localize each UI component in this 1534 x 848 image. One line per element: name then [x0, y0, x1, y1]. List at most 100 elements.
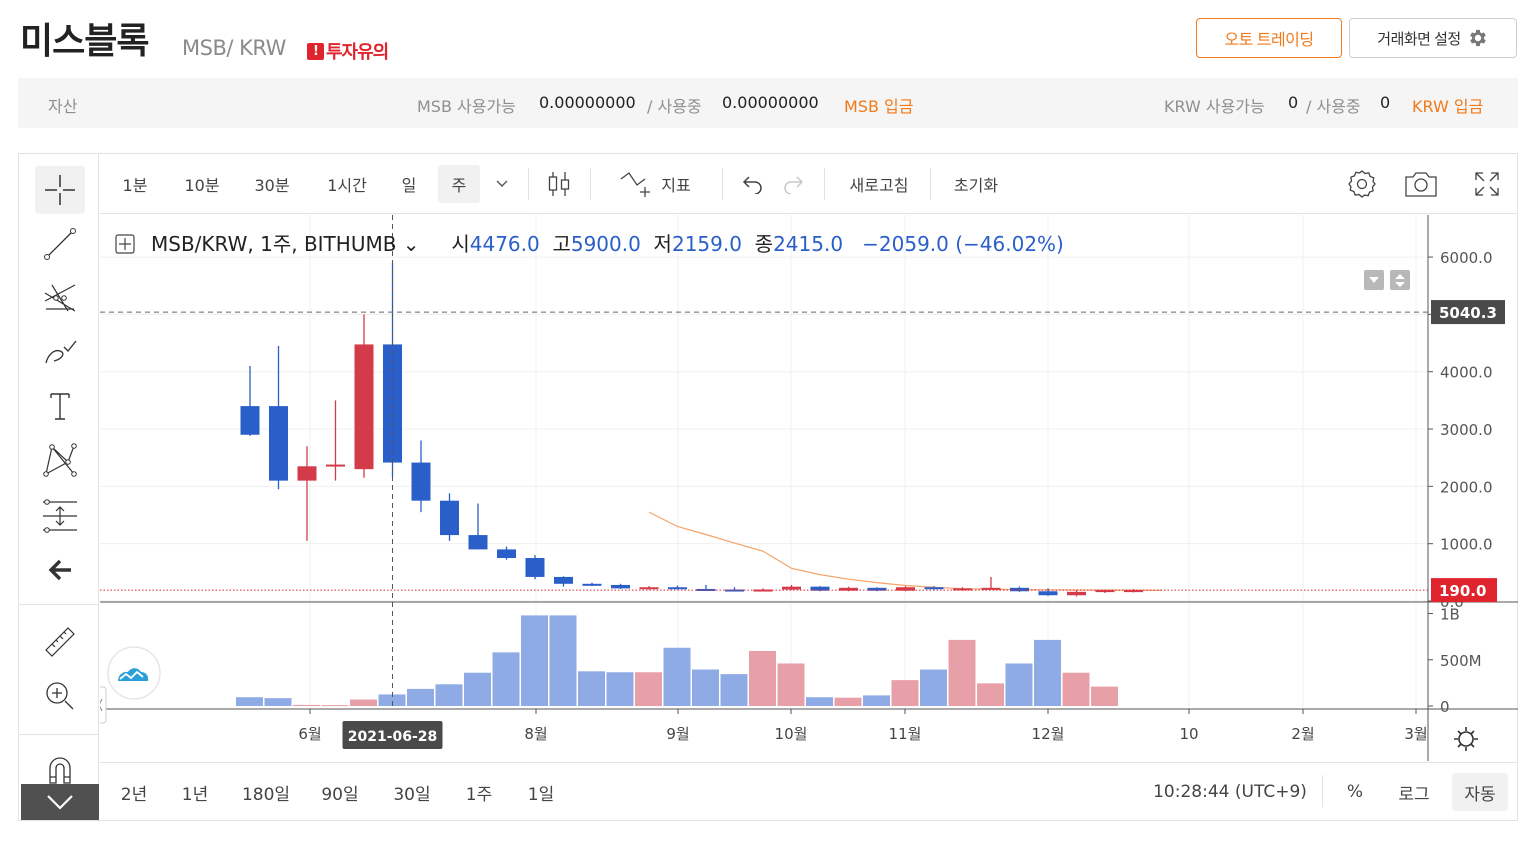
candle-body	[1067, 591, 1086, 596]
reset-button[interactable]: 초기화	[953, 176, 999, 195]
log-scale-button[interactable]: 로그	[1398, 784, 1430, 805]
brush-icon	[45, 340, 77, 364]
volume-bar	[578, 671, 605, 706]
volume-bar	[293, 704, 320, 706]
candle-body	[1095, 590, 1115, 593]
volume-bar	[236, 697, 263, 706]
trend-line-tool[interactable]	[35, 220, 85, 268]
volume-bar	[635, 672, 662, 706]
refresh-button[interactable]: 새로고침	[849, 176, 909, 195]
ruler-icon	[45, 627, 75, 657]
zoom-in-tool[interactable]	[35, 672, 85, 720]
candle-body	[981, 587, 1001, 590]
toolbar-divider	[930, 168, 931, 200]
gear-icon	[1469, 29, 1486, 47]
range-30d[interactable]: 30일	[393, 784, 431, 805]
text-tool[interactable]	[35, 382, 85, 430]
candle-body	[1010, 587, 1029, 592]
candlestick-icon	[548, 172, 570, 196]
volume-bar	[1005, 663, 1033, 706]
interval-30m[interactable]: 30분	[254, 176, 290, 195]
volume-bar	[435, 684, 463, 706]
ruler-tool[interactable]	[35, 618, 85, 666]
redo-button[interactable]	[774, 165, 814, 203]
range-1w[interactable]: 1주	[465, 784, 493, 805]
candle-body	[924, 587, 944, 590]
price-tick-label: 3000.0	[1440, 421, 1493, 439]
volume-bar	[720, 674, 748, 706]
candle-body	[611, 584, 630, 589]
interval-1h[interactable]: 1시간	[327, 176, 367, 195]
time-tick-label: 8월	[524, 725, 547, 743]
text-icon	[50, 393, 70, 420]
chart-type-button[interactable]	[538, 165, 580, 203]
candle-body	[867, 587, 887, 591]
time-tick-label: 6월	[298, 725, 321, 743]
legend-part: 5900.0	[571, 232, 641, 256]
range-180d[interactable]: 180일	[241, 784, 291, 805]
legend-part: −2059.0 (−46.02%)	[843, 232, 1064, 256]
interval-10m[interactable]: 10분	[184, 176, 220, 195]
indicator-label: 지표	[661, 176, 691, 195]
fullscreen-button[interactable]	[1464, 165, 1510, 203]
brush-tool[interactable]	[35, 328, 85, 376]
candle-body	[896, 587, 915, 591]
trend-line-icon	[44, 228, 76, 260]
interval-day[interactable]: 일	[401, 176, 417, 195]
interval-week[interactable]: 주	[438, 165, 480, 203]
range-90d[interactable]: 90일	[321, 784, 359, 805]
chart-bottom-toolbar: 2년 1년 180일 90일 30일 1주 1일 10:28:44 (UTC+9…	[100, 762, 1518, 821]
range-2y[interactable]: 2년	[120, 784, 148, 805]
krw-deposit-link[interactable]: KRW 입금	[1412, 97, 1484, 116]
time-tick-label: 11월	[889, 725, 922, 743]
volume-bar	[464, 672, 491, 706]
time-tick-label: 12월	[1032, 725, 1065, 743]
interval-1m[interactable]: 1분	[122, 176, 148, 195]
arrow-left-icon	[48, 559, 71, 581]
chart-clock: 10:28:44 (UTC+9)	[1153, 782, 1307, 802]
time-tick-label: 2월	[1291, 725, 1314, 743]
pattern-tool[interactable]	[35, 436, 85, 484]
chart-legend: MSB/KRW, 1주, BITHUMB ⌄ 시4476.0 고5900.0 저…	[151, 232, 1064, 256]
interval-dropdown[interactable]	[488, 165, 516, 203]
candle-body	[753, 589, 773, 592]
camera-icon	[1405, 172, 1437, 197]
msb-deposit-link[interactable]: MSB 입금	[844, 97, 914, 116]
crosshair-tool[interactable]	[35, 166, 85, 214]
legend-part: ⌄	[396, 232, 419, 256]
legend-part: 종	[742, 232, 773, 256]
warning-icon: !	[307, 42, 324, 60]
krw-available-value: 0	[1288, 93, 1299, 112]
magnet-tool[interactable]	[35, 746, 85, 794]
legend-part: 4476.0	[470, 232, 540, 256]
range-1d[interactable]: 1일	[527, 784, 555, 805]
auto-trading-button[interactable]: 오토 트레이딩	[1196, 18, 1342, 58]
screen-settings-button[interactable]: 거래화면 설정	[1349, 18, 1517, 58]
auto-scale-button[interactable]: 자동	[1452, 773, 1508, 811]
undo-button[interactable]	[732, 165, 772, 203]
time-tick-label: 10월	[775, 725, 808, 743]
legend-part: 고	[540, 232, 571, 256]
percent-scale-button[interactable]: %	[1346, 782, 1364, 802]
screenshot-button[interactable]	[1398, 165, 1444, 203]
volume-bar	[834, 697, 862, 706]
magnet-icon	[49, 757, 71, 784]
scale-updown-button	[1390, 270, 1410, 290]
price-chart[interactable]: 0.01000.02000.03000.04000.05000.06000.00…	[100, 215, 1518, 761]
pitchfork-icon	[44, 284, 76, 312]
candle-body	[810, 586, 830, 591]
last-price-tag	[1431, 578, 1497, 603]
indicator-button[interactable]: 지표	[600, 165, 710, 203]
redo-icon	[784, 176, 804, 194]
chart-settings-button[interactable]	[1340, 165, 1384, 203]
candle-body	[639, 587, 659, 590]
krw-available-label: KRW 사용가능	[1164, 97, 1265, 116]
measure-range-tool[interactable]	[35, 492, 85, 540]
expand-tools-button[interactable]	[21, 784, 99, 820]
collapse-tools-arrow[interactable]	[35, 546, 85, 594]
axis-settings-gear	[1454, 727, 1478, 751]
pitchfork-tool[interactable]	[35, 274, 85, 322]
time-tick-label: 3월	[1404, 725, 1427, 743]
range-1y[interactable]: 1년	[181, 784, 209, 805]
volume-tick-label: 1B	[1440, 606, 1460, 624]
